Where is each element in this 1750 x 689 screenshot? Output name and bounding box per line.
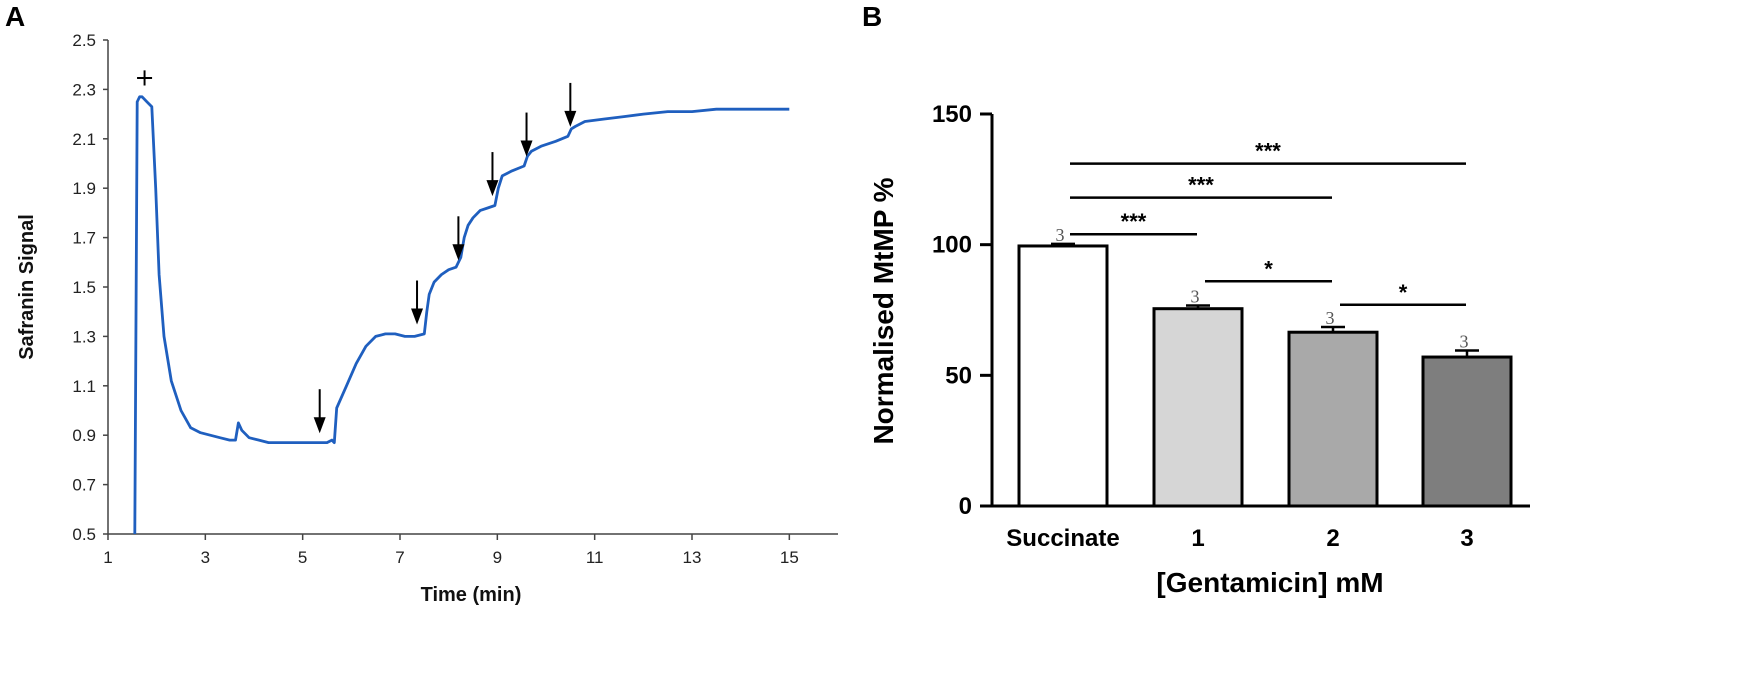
panel-b-significance-label: *: [1399, 280, 1408, 305]
panel-a-arrow: [486, 152, 499, 197]
panel-a-y-tick-label: 1.7: [72, 229, 96, 248]
panel-b-x-tick-label: 1: [1191, 525, 1204, 552]
panel-b-x-tick-label: 2: [1326, 525, 1339, 552]
panel-a-y-tick-label: 2.3: [72, 80, 96, 99]
panel-a-plus-marker: +: [134, 63, 154, 91]
panel-b-x-tick-label: Succinate: [1006, 525, 1119, 552]
panel-a-y-tick-label: 1.5: [72, 278, 96, 297]
panel-b-x-axis-title: [Gentamicin] mM: [1156, 567, 1383, 598]
panel-b-x-tick-label: 3: [1460, 525, 1473, 552]
panel-b-n-label: 3: [1191, 287, 1200, 307]
panel-label-a: A: [5, 1, 25, 32]
panel-b-bar: [1421, 355, 1513, 508]
panel-a-y-tick-label: 0.9: [72, 426, 96, 445]
panel-a-y-tick-label: 1.9: [72, 179, 96, 198]
panel-a-y-tick-label: 2.5: [72, 31, 96, 50]
panel-a-y-tick-label: 0.5: [72, 525, 96, 544]
panel-b-n-label: 3: [1326, 308, 1335, 328]
panel-b-y-tick-label: 0: [959, 493, 972, 520]
panel-a-arrow: [452, 216, 465, 261]
panel-b-significance-label: ***: [1121, 209, 1147, 234]
panel-a-x-tick-label: 11: [586, 548, 604, 567]
panel-a-x-tick-label: 13: [683, 548, 702, 567]
panel-b-significance-label: ***: [1188, 173, 1214, 198]
panel-a-signal-line: [133, 95, 790, 535]
panel-a-arrow: [313, 389, 326, 434]
panel-b-n-label: 3: [1056, 225, 1065, 245]
panel-a-y-tick-label: 2.1: [72, 130, 96, 149]
panel-b-y-axis-title: Normalised MtMP %: [868, 177, 899, 444]
panel-b-bar: [1287, 330, 1379, 508]
panel-a-x-tick-label: 9: [493, 548, 502, 567]
panel-a-x-tick-label: 15: [780, 548, 799, 567]
panel-a-x-tick-label: 3: [201, 548, 210, 567]
panel-a-x-tick-label: 7: [395, 548, 404, 567]
panel-a-arrow: [411, 280, 424, 325]
panel-a-y-tick-label: 0.7: [72, 476, 96, 495]
panel-b-y-tick-label: 100: [932, 232, 972, 259]
panel-a-y-tick-label: 1.1: [72, 377, 96, 396]
panel-b-n-label: 3: [1460, 332, 1469, 352]
panel-b-y-tick-label: 150: [932, 101, 972, 128]
panel-label-b: B: [862, 1, 882, 32]
panel-b-significance-label: *: [1264, 256, 1273, 281]
panel-a-arrow: [520, 112, 533, 157]
panel-a-arrow: [564, 82, 577, 127]
panel-b-bar: [1152, 307, 1244, 508]
panel-b-significance-label: ***: [1255, 139, 1281, 164]
panel-b-bar: [1017, 244, 1109, 508]
panel-b-y-tick-label: 50: [945, 362, 972, 389]
panel-a-y-axis-title: Safranin Signal: [16, 214, 38, 360]
panel-a-x-tick-label: 1: [103, 548, 112, 567]
panel-a-x-tick-label: 5: [298, 548, 307, 567]
panel-a-x-axis-title: Time (min): [421, 584, 522, 606]
panel-a-y-tick-label: 1.3: [72, 327, 96, 346]
